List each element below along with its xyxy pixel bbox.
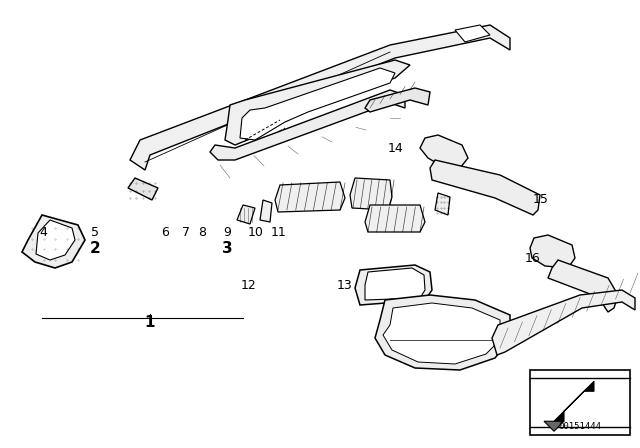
Text: 12: 12 xyxy=(241,279,256,293)
Polygon shape xyxy=(350,178,392,210)
Text: 14: 14 xyxy=(388,142,403,155)
Polygon shape xyxy=(375,295,510,370)
Text: 9: 9 xyxy=(223,225,231,239)
Polygon shape xyxy=(435,193,450,215)
Polygon shape xyxy=(365,88,430,112)
Polygon shape xyxy=(554,381,594,421)
Text: 5: 5 xyxy=(91,225,99,239)
Text: 8: 8 xyxy=(198,225,206,239)
Polygon shape xyxy=(544,421,564,431)
Polygon shape xyxy=(22,215,85,268)
Text: 3: 3 xyxy=(222,241,232,256)
Polygon shape xyxy=(365,205,425,232)
Text: 7: 7 xyxy=(182,225,189,239)
Polygon shape xyxy=(455,25,490,42)
Polygon shape xyxy=(237,205,255,224)
Polygon shape xyxy=(225,60,410,145)
Text: 00151444: 00151444 xyxy=(559,422,602,431)
Polygon shape xyxy=(355,265,432,305)
Polygon shape xyxy=(240,68,395,140)
Text: 6: 6 xyxy=(161,225,169,239)
FancyBboxPatch shape xyxy=(530,370,630,435)
Polygon shape xyxy=(530,235,575,268)
Polygon shape xyxy=(210,90,405,160)
Text: 4: 4 xyxy=(40,225,47,239)
Polygon shape xyxy=(260,200,272,222)
Polygon shape xyxy=(383,303,500,364)
Polygon shape xyxy=(492,290,635,355)
Text: 16: 16 xyxy=(525,252,540,266)
Polygon shape xyxy=(130,25,510,170)
Polygon shape xyxy=(548,260,618,312)
Polygon shape xyxy=(430,160,540,215)
Polygon shape xyxy=(275,182,345,212)
Text: 13: 13 xyxy=(337,279,352,293)
Text: 2: 2 xyxy=(90,241,100,256)
Polygon shape xyxy=(365,268,425,300)
Polygon shape xyxy=(420,135,468,168)
Polygon shape xyxy=(36,220,75,260)
Polygon shape xyxy=(128,178,158,200)
Text: 10: 10 xyxy=(248,225,264,239)
Text: 11: 11 xyxy=(271,225,286,239)
Text: 15: 15 xyxy=(533,193,548,206)
Text: 1: 1 xyxy=(145,315,155,330)
